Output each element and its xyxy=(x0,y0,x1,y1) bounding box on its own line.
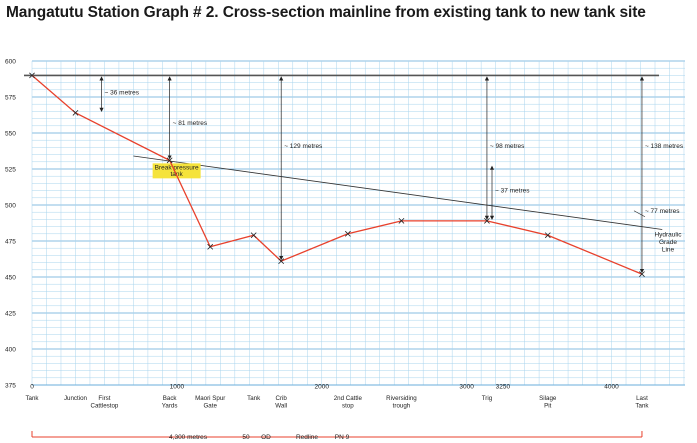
chart-axes: 375 400 425 450 475 500 525 550 575 600 0 1000 2000 3… xyxy=(5,58,685,391)
x-tick-label: 1000 xyxy=(170,384,185,391)
x-tick-label: 3000 xyxy=(459,384,474,391)
location-label: Gate xyxy=(203,403,217,410)
location-label: Riversiding xyxy=(386,395,417,402)
x-tick-label: 3250 xyxy=(496,384,511,391)
profile-point-marker xyxy=(207,243,214,250)
location-label: Crib xyxy=(276,395,288,402)
hydraulic-grade-line xyxy=(133,155,663,230)
location-label: Back xyxy=(163,395,178,402)
y-tick-label: 425 xyxy=(5,310,16,317)
height-annotation: ~ 129 metres xyxy=(284,143,323,150)
y-tick-label: 575 xyxy=(5,94,16,101)
location-label: Cattlestop xyxy=(91,403,119,410)
location-label: Trig xyxy=(482,395,493,402)
profile-point-marker xyxy=(72,109,79,116)
height-annotation: ~ 138 metres xyxy=(645,143,684,150)
location-label: Junction xyxy=(64,395,88,402)
y-tick-label: 525 xyxy=(5,166,16,173)
profile-point-marker xyxy=(250,232,257,239)
height-annotation: ~ 36 metres xyxy=(105,90,140,97)
y-tick-label: 450 xyxy=(5,274,16,281)
hydraulic-grade-line-label: Line xyxy=(662,247,675,254)
chart-grid xyxy=(31,60,685,386)
break-pressure-tank-label: Break pressure xyxy=(155,164,199,171)
break-pressure-tank-box xyxy=(152,163,201,179)
pipe-spec-item: OD xyxy=(261,434,271,441)
location-label: Wall xyxy=(275,403,287,410)
y-tick-label: 500 xyxy=(5,202,16,209)
y-tick-label: 600 xyxy=(5,58,16,65)
location-label: Silage xyxy=(539,395,557,402)
leader-line xyxy=(633,210,646,218)
location-label: First xyxy=(98,395,110,402)
y-tick-label: 550 xyxy=(5,130,16,137)
pipe-spec-item: 50 xyxy=(242,434,250,441)
profile-point-marker xyxy=(344,230,351,237)
y-tick-label: 400 xyxy=(5,346,16,353)
hydraulic-grade-line-label: Hydraulic xyxy=(654,232,682,239)
height-annotation: ~ 37 metres xyxy=(495,188,530,195)
plot-background xyxy=(32,61,655,385)
location-label: Yards xyxy=(162,403,178,410)
x-tick-label: 4000 xyxy=(604,384,619,391)
x-tick-label: 0 xyxy=(30,384,34,391)
page-title: Mangatutu Station Graph # 2. Cross-secti… xyxy=(6,4,646,21)
hydraulic-grade-line-label: Grade xyxy=(659,239,677,246)
height-annotation: ~ 77 metres xyxy=(645,208,680,215)
annotations-group: ~ 36 metres ~ 81 metres ~ 129 metres ~ 98 m… xyxy=(99,76,684,274)
location-label: 2nd Cattle xyxy=(334,395,363,402)
location-label: Tank xyxy=(25,395,39,402)
profile-point-marker xyxy=(544,232,551,239)
profile-point-marker xyxy=(398,217,405,224)
location-label: Maori Spur xyxy=(195,395,225,402)
pipe-spec-item: PN 9 xyxy=(335,434,350,441)
x-tick-label: 2000 xyxy=(315,384,330,391)
location-label: Tank xyxy=(635,403,649,410)
profile-point-marker xyxy=(29,72,35,79)
height-annotation: ~ 98 metres xyxy=(490,143,525,150)
location-label: trough xyxy=(393,403,411,410)
location-label: Pit xyxy=(544,403,552,410)
break-pressure-tank-label: tank xyxy=(170,171,183,178)
location-label: Tank xyxy=(247,395,261,402)
pipe-spec-item: 4,300 metres xyxy=(169,434,208,441)
pipe-spec-item: Redline xyxy=(296,434,318,441)
location-label: stop xyxy=(342,403,354,410)
pipe-spec-footer: 4,300 metres 50 OD Redline PN 9 xyxy=(31,431,643,441)
location-label: Last xyxy=(636,395,648,402)
height-annotation: ~ 81 metres xyxy=(173,120,208,127)
y-tick-label: 375 xyxy=(5,382,16,389)
y-tick-label: 475 xyxy=(5,238,16,245)
